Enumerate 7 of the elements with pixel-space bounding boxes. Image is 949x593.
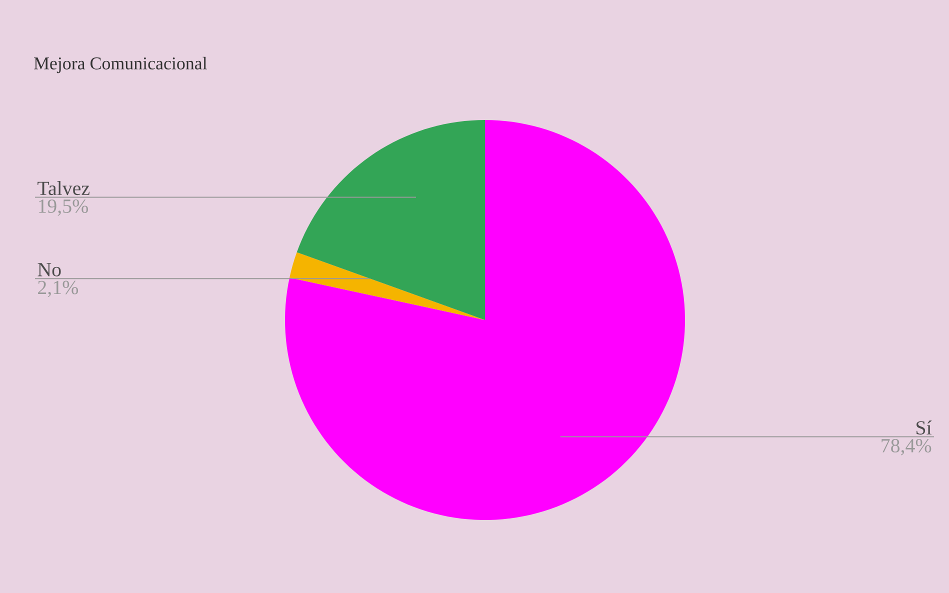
data-label: 78,4%: [882, 438, 932, 456]
slice-label: Talvez: [38, 181, 90, 196]
chart-title: Mejora Comunicacional: [34, 56, 207, 74]
slice-label: No: [38, 263, 61, 276]
data-label: 19,5%: [38, 199, 88, 216]
data-label: 2,1%: [38, 280, 78, 298]
slice-label: Sí: [916, 420, 932, 435]
